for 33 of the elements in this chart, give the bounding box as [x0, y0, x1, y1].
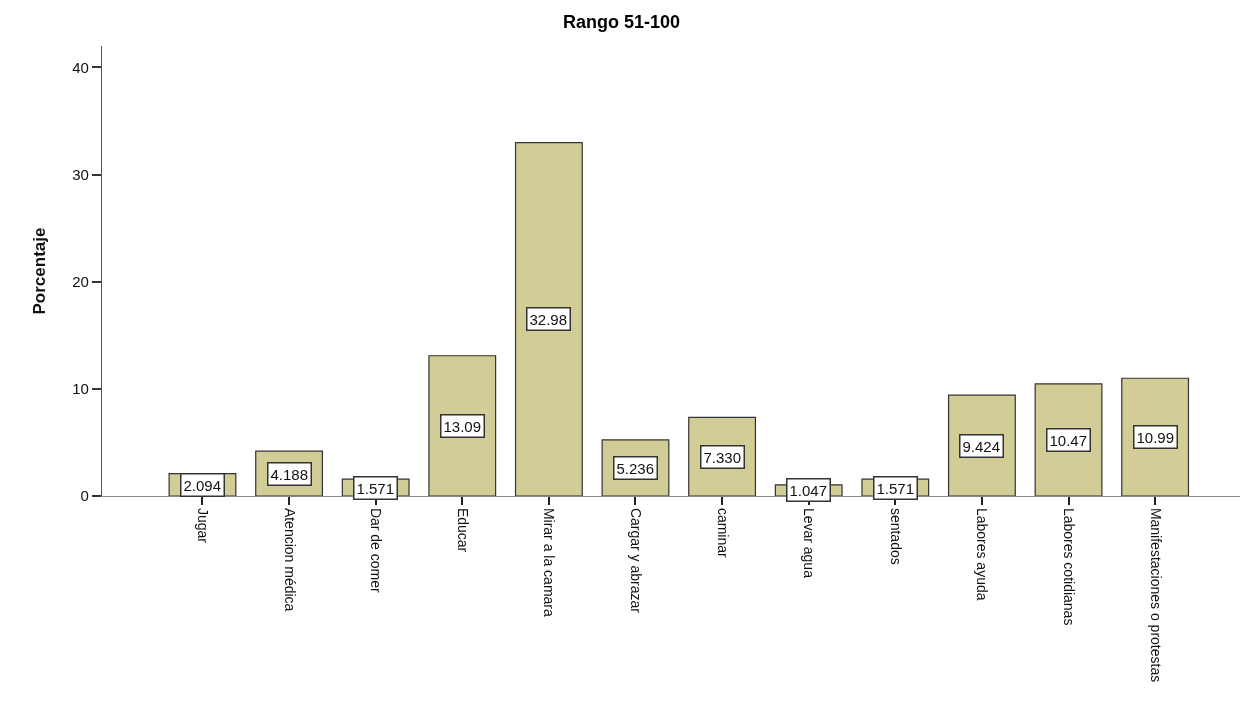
- data-label: 7.330: [703, 448, 742, 466]
- y-tick-label: 30: [72, 165, 89, 183]
- data-label: 13.09: [443, 417, 482, 435]
- x-tick-label: Mirar a la camara: [541, 507, 558, 618]
- data-label: 1.571: [356, 479, 395, 497]
- y-tick-label: 40: [72, 58, 89, 76]
- bar: [514, 142, 583, 496]
- y-tick-label: 0: [80, 487, 89, 505]
- x-tick-label: Manifestaciones o protestas: [1147, 507, 1164, 683]
- y-tick-label: 20: [72, 272, 89, 290]
- y-tick-label: 10: [72, 380, 89, 398]
- x-tick-label: Levar agua: [801, 507, 818, 579]
- data-label: 2.094: [183, 476, 222, 494]
- data-label: 9.424: [962, 437, 1001, 455]
- x-tick-label: Atencion médica: [281, 507, 298, 612]
- x-tick-label: Labores cotidianas: [1060, 507, 1077, 626]
- x-tick-label: sentados: [887, 507, 904, 565]
- bar: [428, 355, 497, 496]
- x-tick-label: Cargar y abrazar: [627, 507, 644, 614]
- data-label: 10.47: [1049, 431, 1088, 449]
- x-tick-label: Dar de comer: [368, 507, 385, 594]
- x-tick-label: caminar: [714, 507, 731, 559]
- data-label: 5.236: [616, 459, 655, 477]
- data-label: 1.047: [789, 481, 828, 499]
- data-label: 1.571: [876, 479, 915, 497]
- y-axis-title: Porcentaje: [29, 227, 49, 315]
- data-label: 32.98: [529, 310, 568, 328]
- data-label: 10.99: [1136, 428, 1175, 446]
- x-tick-label: Jugar: [194, 507, 211, 544]
- x-tick-label: Labores ayuda: [974, 507, 991, 601]
- x-tick-label: Educar: [454, 507, 471, 553]
- chart-title: Rango 51-100: [562, 12, 681, 33]
- data-label: 4.188: [270, 465, 309, 483]
